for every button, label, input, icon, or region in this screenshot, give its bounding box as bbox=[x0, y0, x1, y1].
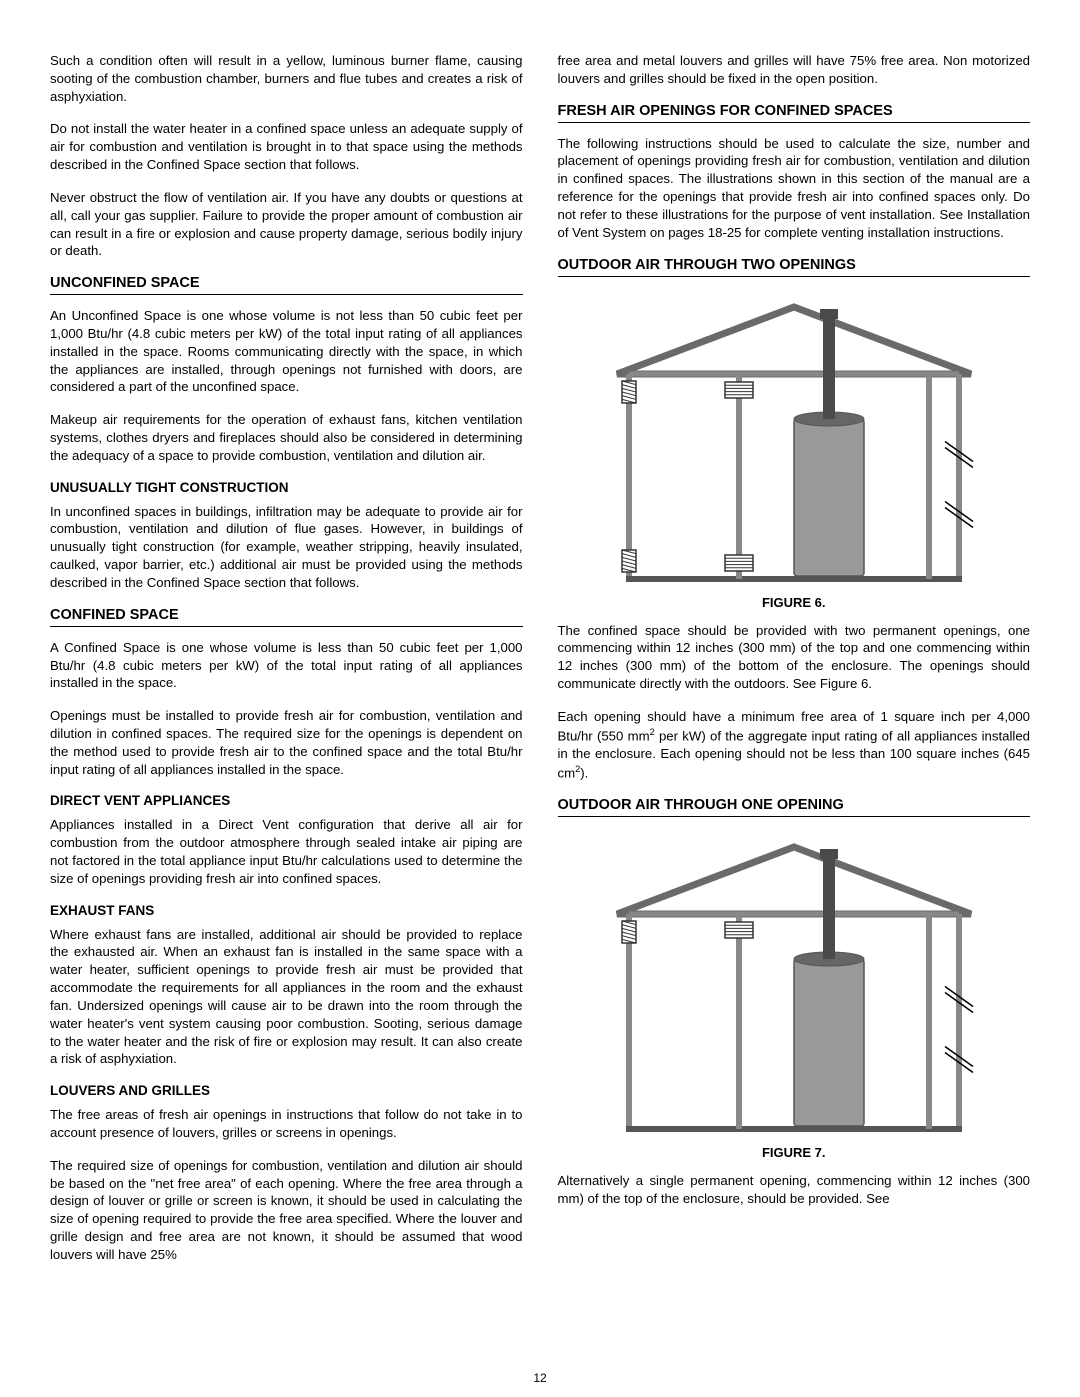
figure-7-caption: FIGURE 7. bbox=[558, 1145, 1031, 1160]
heading-direct-vent: DIRECT VENT APPLIANCES bbox=[50, 793, 523, 808]
paragraph: The free areas of fresh air openings in … bbox=[50, 1106, 523, 1142]
paragraph: Never obstruct the flow of ventilation a… bbox=[50, 189, 523, 260]
heading-outdoor-one-opening: OUTDOOR AIR THROUGH ONE OPENING bbox=[558, 797, 1031, 817]
right-column: free area and metal louvers and grilles … bbox=[558, 52, 1031, 1264]
paragraph: Alternatively a single permanent opening… bbox=[558, 1172, 1031, 1208]
page-number: 12 bbox=[0, 1371, 1080, 1385]
paragraph: An Unconfined Space is one whose volume … bbox=[50, 307, 523, 396]
heading-confined-space: CONFINED SPACE bbox=[50, 607, 523, 627]
paragraph: Such a condition often will result in a … bbox=[50, 52, 523, 105]
figure-6-caption: FIGURE 6. bbox=[558, 595, 1031, 610]
heading-exhaust-fans: EXHAUST FANS bbox=[50, 903, 523, 918]
heading-unconfined-space: UNCONFINED SPACE bbox=[50, 275, 523, 295]
paragraph: Openings must be installed to provide fr… bbox=[50, 707, 523, 778]
paragraph: The following instructions should be use… bbox=[558, 135, 1031, 242]
paragraph: Makeup air requirements for the operatio… bbox=[50, 411, 523, 464]
paragraph: The required size of openings for combus… bbox=[50, 1157, 523, 1264]
paragraph: Where exhaust fans are installed, additi… bbox=[50, 926, 523, 1069]
heading-tight-construction: UNUSUALLY TIGHT CONSTRUCTION bbox=[50, 480, 523, 495]
house-diagram-one-opening bbox=[599, 829, 989, 1139]
paragraph: Do not install the water heater in a con… bbox=[50, 120, 523, 173]
paragraph: Appliances installed in a Direct Vent co… bbox=[50, 816, 523, 887]
figure-6: FIGURE 6. bbox=[558, 289, 1031, 610]
paragraph: In unconfined spaces in buildings, infil… bbox=[50, 503, 523, 592]
heading-louvers-grilles: LOUVERS AND GRILLES bbox=[50, 1083, 523, 1098]
paragraph: The confined space should be provided wi… bbox=[558, 622, 1031, 693]
heading-outdoor-two-openings: OUTDOOR AIR THROUGH TWO OPENINGS bbox=[558, 257, 1031, 277]
paragraph: free area and metal louvers and grilles … bbox=[558, 52, 1031, 88]
figure-7: FIGURE 7. bbox=[558, 829, 1031, 1160]
paragraph: A Confined Space is one whose volume is … bbox=[50, 639, 523, 692]
left-column: Such a condition often will result in a … bbox=[50, 52, 523, 1264]
house-diagram-two-openings bbox=[599, 289, 989, 589]
heading-fresh-air-openings: FRESH AIR OPENINGS FOR CONFINED SPACES bbox=[558, 103, 1031, 123]
paragraph: Each opening should have a minimum free … bbox=[558, 708, 1031, 782]
